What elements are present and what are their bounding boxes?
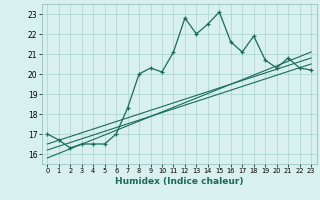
X-axis label: Humidex (Indice chaleur): Humidex (Indice chaleur) — [115, 177, 244, 186]
